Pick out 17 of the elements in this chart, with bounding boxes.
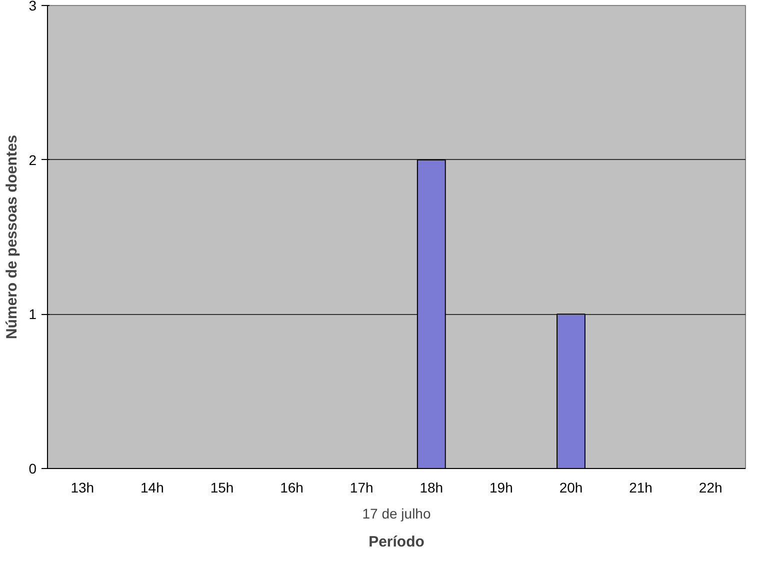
- x-tick-label: 19h: [490, 480, 513, 496]
- x-tick-label: 16h: [280, 480, 304, 496]
- x-tick-label: 13h: [70, 480, 94, 496]
- y-tick-label: 0: [28, 460, 37, 476]
- x-axis-title: Período: [368, 534, 424, 550]
- x-tick-label: 15h: [210, 480, 234, 496]
- x-tick-label: 14h: [140, 480, 164, 496]
- x-tick-label: 17h: [350, 480, 374, 496]
- x-tick-label: 21h: [629, 480, 652, 496]
- x-tick-label: 22h: [698, 480, 722, 496]
- y-axis-title: Número de pessoas doentes: [4, 134, 21, 340]
- text: 17 de julho: [362, 506, 431, 522]
- y-tick-label: 1: [28, 306, 37, 322]
- x-tick-label: 18h: [420, 480, 444, 496]
- y-tick-label: 3: [28, 0, 37, 14]
- x-tick-label: 20h: [559, 480, 583, 496]
- y-tick-label: 2: [28, 152, 37, 168]
